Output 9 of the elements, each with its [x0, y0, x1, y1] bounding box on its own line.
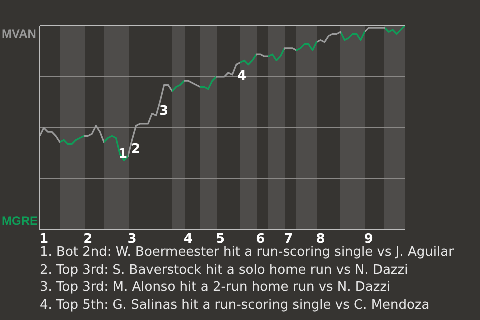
text: MVAN [2, 26, 36, 42]
text: 2. Top 3rd: S. Baverstock hit a solo home run vs N. Dazzi [40, 262, 410, 279]
text: 3. Top 3rd: M. Alonso hit a 2-run home run vs N. Dazzi [40, 279, 392, 296]
annotation: 2 [131, 142, 141, 158]
annotation: 1 [118, 147, 128, 163]
annotation: 4 [237, 69, 247, 85]
annotation: 3 [159, 104, 169, 120]
text: 4. Top 5th: G. Salinas hit a run-scoring single vs C. Mendoza [40, 296, 431, 314]
text: MGRE [2, 213, 38, 229]
